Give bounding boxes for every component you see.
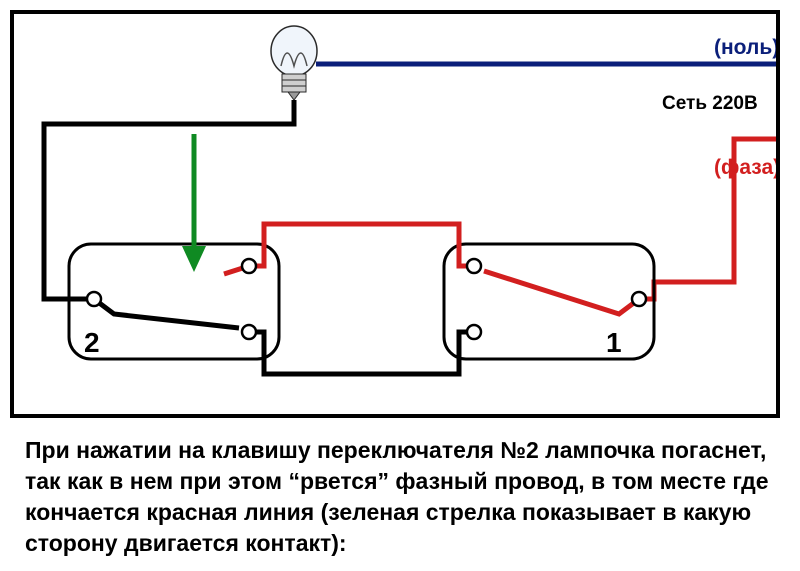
caption-text: При нажатии на клавишу переключателя №2 … [25, 435, 770, 559]
terminals [87, 259, 646, 339]
wiring-diagram: (ноль) Сеть 220В (фаза) 1 2 [14, 14, 776, 414]
traveler-wire-top [249, 224, 474, 266]
supply-label: Сеть 220В [662, 93, 758, 114]
switch-2-label: 2 [84, 327, 100, 358]
light-bulb-icon [271, 26, 317, 100]
traveler-wire-bottom [249, 332, 474, 374]
direction-arrow-icon [182, 134, 206, 272]
switch-1-label: 1 [606, 327, 622, 358]
phase-label: (фаза) [714, 156, 776, 179]
switch-2-lever [94, 299, 239, 328]
neutral-label: (ноль) [714, 36, 776, 59]
switch-1-lever [484, 271, 639, 314]
